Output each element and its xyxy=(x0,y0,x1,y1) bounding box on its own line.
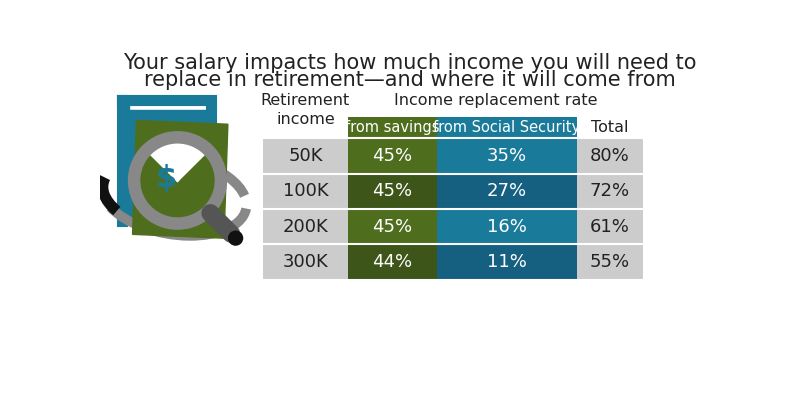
Text: $: $ xyxy=(156,164,178,194)
Text: 55%: 55% xyxy=(590,253,630,271)
Bar xyxy=(577,138,642,174)
Text: 27%: 27% xyxy=(487,182,527,200)
Bar xyxy=(348,116,437,138)
Bar xyxy=(437,209,577,244)
Text: Retirement
income: Retirement income xyxy=(261,93,350,128)
Bar xyxy=(577,174,642,209)
Polygon shape xyxy=(122,100,211,221)
Text: 100K: 100K xyxy=(282,182,328,200)
Text: 44%: 44% xyxy=(373,253,413,271)
Text: 35%: 35% xyxy=(487,147,527,165)
Bar xyxy=(262,209,348,244)
Text: replace in retirement—and where it will come from: replace in retirement—and where it will … xyxy=(144,70,676,90)
Text: from Social Security: from Social Security xyxy=(434,120,581,135)
Text: 45%: 45% xyxy=(373,218,413,236)
Text: 16%: 16% xyxy=(487,218,527,236)
Bar xyxy=(262,244,348,280)
Text: 80%: 80% xyxy=(590,147,630,165)
Bar xyxy=(262,174,348,209)
Circle shape xyxy=(138,140,218,220)
Polygon shape xyxy=(133,120,228,238)
Bar xyxy=(577,209,642,244)
Circle shape xyxy=(229,231,242,245)
Bar xyxy=(437,116,577,138)
Text: 45%: 45% xyxy=(373,182,413,200)
Text: from savings: from savings xyxy=(346,120,440,135)
Text: 61%: 61% xyxy=(590,218,630,236)
Bar xyxy=(437,174,577,209)
Text: Income replacement rate: Income replacement rate xyxy=(394,93,597,108)
Bar xyxy=(348,209,437,244)
Text: 50K: 50K xyxy=(288,147,322,165)
Text: 45%: 45% xyxy=(373,147,413,165)
Wedge shape xyxy=(150,142,205,180)
Bar xyxy=(348,138,437,174)
Bar xyxy=(262,138,348,174)
Bar xyxy=(348,174,437,209)
Text: 72%: 72% xyxy=(590,182,630,200)
Bar xyxy=(348,244,437,280)
Bar xyxy=(577,244,642,280)
Text: 300K: 300K xyxy=(282,253,328,271)
Bar xyxy=(437,244,577,280)
Text: 200K: 200K xyxy=(282,218,328,236)
Wedge shape xyxy=(138,142,216,219)
Text: Your salary impacts how much income you will need to: Your salary impacts how much income you … xyxy=(123,53,697,73)
Bar xyxy=(437,138,577,174)
Text: 11%: 11% xyxy=(487,253,527,271)
Text: Total: Total xyxy=(591,120,628,135)
